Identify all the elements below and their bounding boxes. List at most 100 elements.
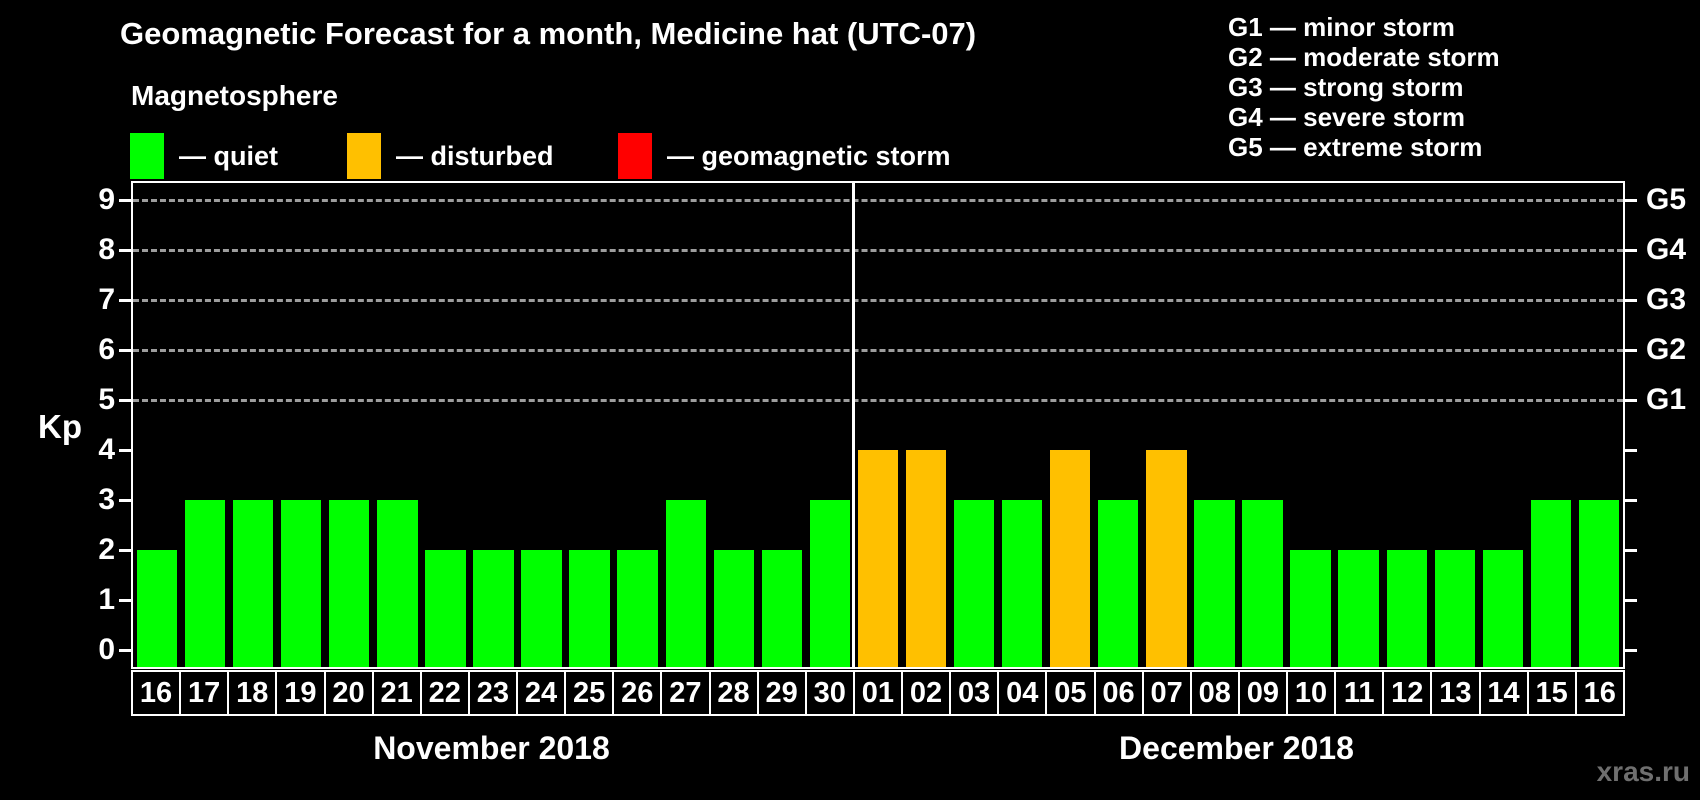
kp-bar-december-12 xyxy=(1386,550,1427,667)
g-tick-mark xyxy=(1625,199,1637,202)
kp-bar-november-23 xyxy=(473,550,514,667)
y-tick-mark xyxy=(119,299,131,302)
g-legend-line: G3 — strong storm xyxy=(1228,72,1464,102)
y-tick-label: 3 xyxy=(98,483,115,516)
y-tick-label: 2 xyxy=(98,533,115,566)
kp-bar-december-01 xyxy=(857,450,899,667)
plot-area xyxy=(131,181,1625,669)
g-tick-mark xyxy=(1625,449,1637,452)
day-label-cell: 17 xyxy=(179,670,230,716)
gridline-kp9 xyxy=(133,199,1623,202)
day-label-cell: 22 xyxy=(419,670,470,716)
day-label-cell: 27 xyxy=(660,670,711,716)
y-tick-mark xyxy=(119,549,131,552)
day-label-cell: 14 xyxy=(1478,670,1529,716)
y-tick-mark xyxy=(119,499,131,502)
g-tick-mark xyxy=(1625,499,1637,502)
kp-bar-november-30 xyxy=(809,500,851,667)
kp-bar-december-08 xyxy=(1194,500,1235,667)
day-label-cell: 28 xyxy=(708,670,759,716)
legend-label: — disturbed xyxy=(396,140,554,171)
day-label-cell: 13 xyxy=(1430,670,1481,716)
g-axis-label-G1: G1 xyxy=(1646,383,1687,416)
kp-bar-november-28 xyxy=(713,550,754,667)
y-tick-mark xyxy=(119,399,131,402)
legend-swatch-quiet xyxy=(130,133,164,179)
day-label-cell: 16 xyxy=(131,670,182,716)
day-label-cell: 15 xyxy=(1526,670,1577,716)
kp-bar-november-21 xyxy=(377,500,418,667)
day-label-cell: 23 xyxy=(467,670,518,716)
day-label-cell: 07 xyxy=(1141,670,1192,716)
day-label-cell: 29 xyxy=(756,670,807,716)
y-axis-label: Kp xyxy=(38,408,82,445)
kp-bar-november-24 xyxy=(521,550,562,667)
day-label-cell: 25 xyxy=(564,670,615,716)
kp-bar-december-09 xyxy=(1242,500,1283,667)
kp-bar-december-03 xyxy=(953,500,995,667)
kp-bar-november-16 xyxy=(136,550,178,667)
day-label-cell: 24 xyxy=(516,670,567,716)
kp-bar-november-18 xyxy=(232,500,274,667)
day-label-cell: 06 xyxy=(1093,670,1144,716)
y-tick-mark xyxy=(119,599,131,602)
day-label-cell: 03 xyxy=(949,670,1000,716)
gridline-kp8 xyxy=(133,249,1623,252)
legend-heading: Magnetosphere xyxy=(131,80,338,111)
kp-bar-december-05 xyxy=(1050,450,1091,667)
kp-bar-november-17 xyxy=(184,500,226,667)
y-tick-mark xyxy=(119,249,131,252)
watermark: xras.ru xyxy=(1596,756,1690,787)
kp-bar-december-11 xyxy=(1338,550,1379,667)
g-tick-mark xyxy=(1625,349,1637,352)
g-scale-legend: G1 — minor storm G2 — moderate storm G3 — … xyxy=(1228,12,1500,162)
g-tick-mark xyxy=(1625,649,1637,652)
legend-label: — geomagnetic storm xyxy=(667,140,951,171)
g-tick-mark xyxy=(1625,249,1637,252)
kp-bar-december-15 xyxy=(1530,500,1572,667)
g-tick-mark xyxy=(1625,399,1637,402)
legend-item-storm: — geomagnetic storm xyxy=(618,133,951,179)
legend-swatch-storm xyxy=(618,133,652,179)
day-label-cell: 08 xyxy=(1189,670,1240,716)
g-axis-label-G2: G2 xyxy=(1646,333,1687,366)
kp-bar-december-13 xyxy=(1434,550,1475,667)
chart-title: Geomagnetic Forecast for a month, Medici… xyxy=(120,16,977,51)
kp-bar-december-16 xyxy=(1578,500,1620,667)
month-divider xyxy=(852,183,856,667)
g-axis-label-G4: G4 xyxy=(1646,233,1687,266)
kp-bar-december-02 xyxy=(905,450,947,667)
legend-item-quiet: — quiet xyxy=(130,133,278,179)
g-legend-line: G5 — extreme storm xyxy=(1228,132,1483,162)
g-tick-mark xyxy=(1625,299,1637,302)
g-tick-mark xyxy=(1625,599,1637,602)
kp-bar-december-04 xyxy=(1002,500,1043,667)
day-label-cell: 01 xyxy=(852,670,903,716)
y-tick-label: 1 xyxy=(98,583,115,616)
g-legend-line: G2 — moderate storm xyxy=(1228,42,1500,72)
y-tick-label: 0 xyxy=(98,633,115,666)
day-label-cell: 09 xyxy=(1237,670,1288,716)
y-tick-mark xyxy=(119,349,131,352)
day-label-cell: 12 xyxy=(1382,670,1433,716)
kp-bar-november-25 xyxy=(569,550,610,667)
day-label-cell: 16 xyxy=(1574,670,1625,716)
kp-bar-november-22 xyxy=(425,550,466,667)
y-tick-label: 6 xyxy=(98,333,115,366)
kp-bar-december-06 xyxy=(1098,500,1139,667)
y-tick-mark xyxy=(119,199,131,202)
kp-bar-november-26 xyxy=(617,550,658,667)
legend-label: — quiet xyxy=(179,140,278,171)
y-tick-label: 7 xyxy=(98,283,115,316)
day-label-cell: 04 xyxy=(997,670,1048,716)
kp-bar-december-14 xyxy=(1482,550,1523,667)
legend-item-disturbed: — disturbed xyxy=(347,133,554,179)
y-tick-label: 8 xyxy=(98,233,115,266)
day-label-cell: 30 xyxy=(804,670,855,716)
kp-bar-december-10 xyxy=(1290,550,1331,667)
day-label-cell: 05 xyxy=(1045,670,1096,716)
month-label: November 2018 xyxy=(373,730,610,766)
y-tick-label: 5 xyxy=(98,383,115,416)
month-label: December 2018 xyxy=(1119,730,1354,766)
g-legend-line: G1 — minor storm xyxy=(1228,12,1455,42)
